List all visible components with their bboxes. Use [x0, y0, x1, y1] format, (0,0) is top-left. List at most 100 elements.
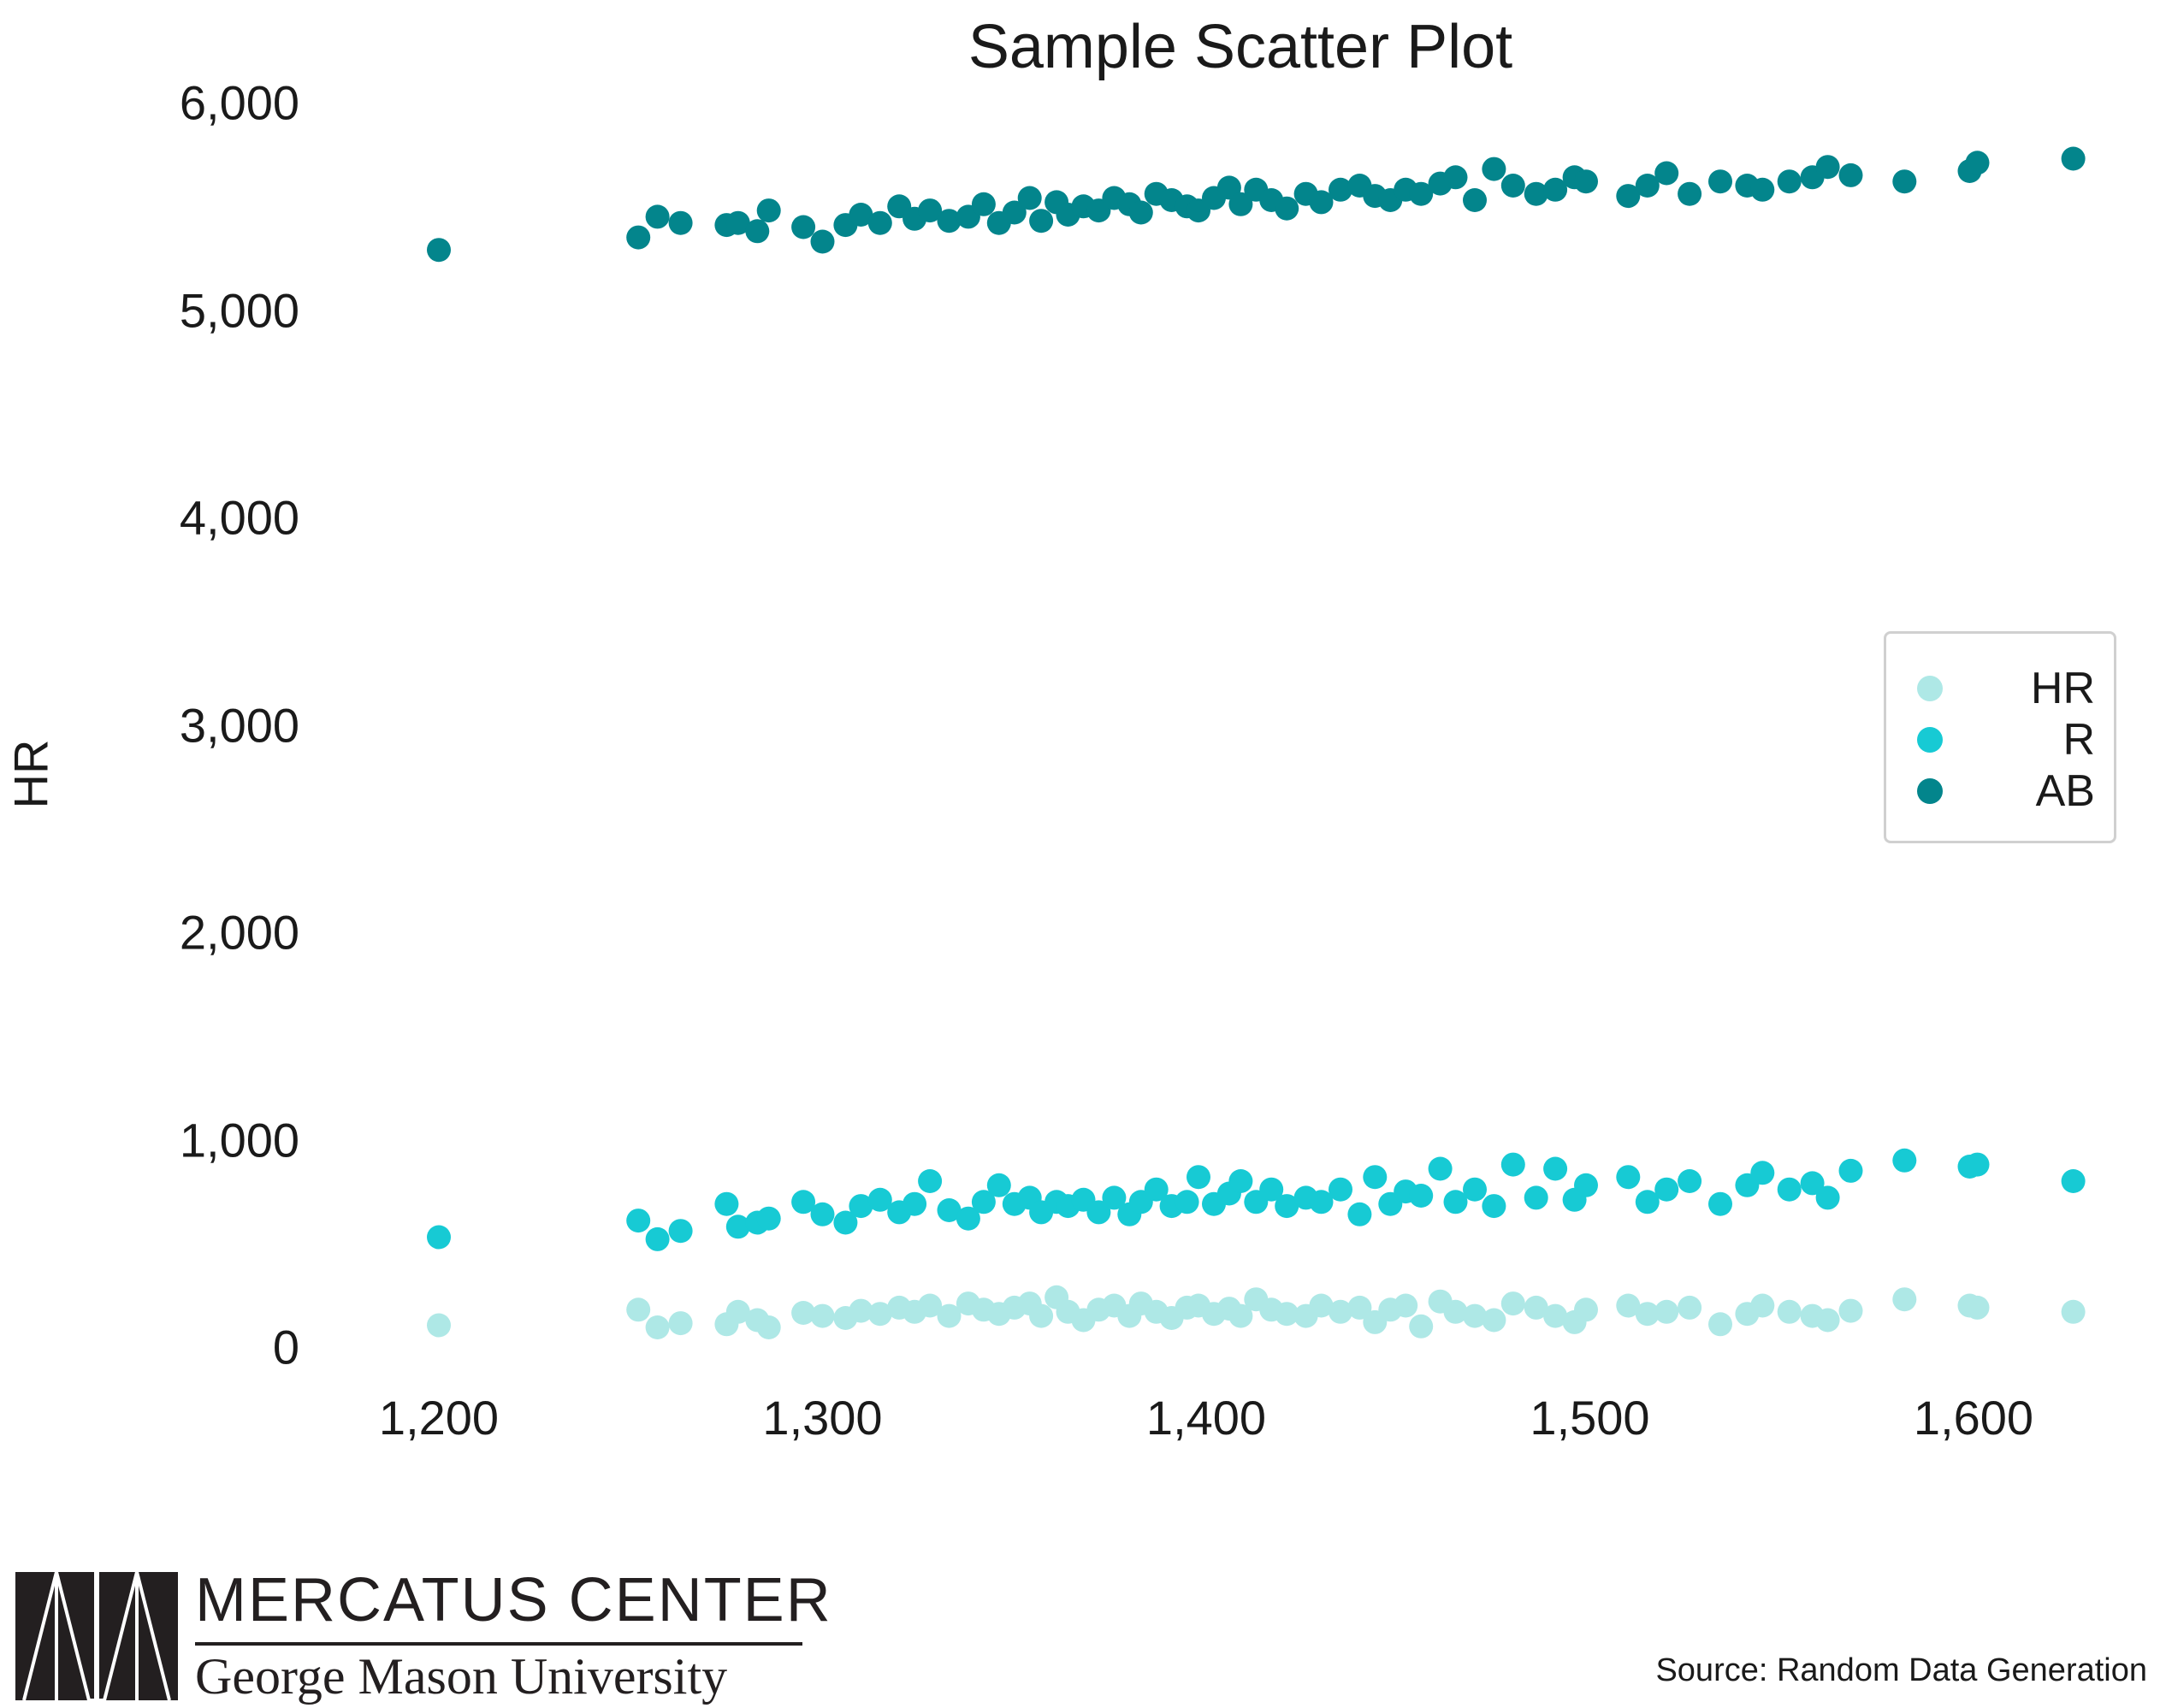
- point-hr: [1228, 1303, 1253, 1328]
- point-r: [833, 1210, 858, 1235]
- point-ab: [937, 209, 962, 233]
- point-hr: [1892, 1287, 1917, 1312]
- point-r: [1086, 1200, 1111, 1225]
- point-hr: [1678, 1295, 1702, 1320]
- point-r: [1800, 1171, 1825, 1196]
- point-hr: [1524, 1295, 1548, 1320]
- point-ab: [867, 210, 892, 235]
- point-r: [2061, 1169, 2086, 1193]
- point-hr: [1329, 1299, 1352, 1324]
- point-ab: [1128, 200, 1153, 225]
- point-hr: [937, 1303, 962, 1328]
- point-r: [956, 1206, 980, 1231]
- x-tick-label: 1,200: [378, 1391, 500, 1445]
- point-hr: [668, 1311, 693, 1336]
- point-ab: [756, 198, 781, 223]
- point-r: [1838, 1158, 1863, 1183]
- point-r: [1228, 1169, 1253, 1193]
- point-hr: [1815, 1308, 1840, 1333]
- point-r: [668, 1219, 693, 1244]
- legend-dot-r: [1917, 727, 1943, 753]
- point-ab: [725, 210, 750, 235]
- point-r: [1347, 1202, 1372, 1226]
- point-ab: [1482, 157, 1506, 181]
- point-r: [902, 1191, 927, 1216]
- point-ab: [1678, 181, 1702, 206]
- point-ab: [1002, 200, 1027, 225]
- point-ab: [1654, 161, 1679, 186]
- point-r: [1275, 1194, 1299, 1219]
- mercatus-logo-icon: [15, 1572, 178, 1700]
- point-hr: [1029, 1303, 1054, 1328]
- point-r: [1428, 1156, 1453, 1181]
- point-hr: [1777, 1299, 1802, 1324]
- point-r: [427, 1225, 451, 1250]
- point-r: [1708, 1191, 1732, 1216]
- point-hr: [1443, 1299, 1468, 1324]
- point-r: [971, 1190, 996, 1215]
- legend-dot-ab: [1917, 778, 1943, 804]
- point-r: [1616, 1165, 1641, 1190]
- point-ab: [1815, 155, 1840, 180]
- legend-item-ab: AB: [1886, 765, 2114, 817]
- point-r: [1815, 1185, 1840, 1210]
- point-r: [1678, 1169, 1702, 1193]
- point-ab: [1524, 181, 1548, 206]
- point-hr: [1543, 1303, 1568, 1328]
- point-ab: [626, 225, 651, 250]
- point-ab: [1635, 174, 1660, 198]
- legend-item-r: R: [1886, 714, 2114, 765]
- point-hr: [2061, 1299, 2086, 1324]
- point-r: [714, 1191, 739, 1216]
- point-hr: [1482, 1308, 1506, 1333]
- y-axis-label: HR: [3, 739, 58, 809]
- point-ab: [1275, 196, 1299, 221]
- point-ab: [1777, 169, 1802, 194]
- point-ab: [971, 192, 996, 216]
- point-r: [1892, 1148, 1917, 1173]
- point-hr: [1347, 1295, 1372, 1320]
- point-ab: [1708, 169, 1732, 194]
- point-hr: [1838, 1298, 1863, 1323]
- x-tick-label: 1,600: [1913, 1391, 2034, 1445]
- point-r: [1175, 1190, 1199, 1215]
- point-r: [937, 1198, 962, 1222]
- point-ab: [791, 215, 816, 239]
- point-hr: [645, 1315, 670, 1339]
- point-ab: [1750, 177, 1775, 202]
- point-r: [1309, 1190, 1334, 1215]
- logo-name: MERCATUS CENTER: [195, 1566, 832, 1634]
- point-ab: [918, 198, 943, 223]
- logo-divider: [195, 1642, 802, 1646]
- point-hr: [1965, 1295, 1990, 1320]
- point-r: [986, 1173, 1011, 1197]
- point-hr: [756, 1315, 781, 1339]
- point-hr: [725, 1299, 750, 1324]
- point-r: [1635, 1190, 1660, 1215]
- x-tick-label: 1,300: [762, 1391, 883, 1445]
- point-ab: [1892, 169, 1917, 194]
- point-ab: [1409, 181, 1434, 206]
- point-r: [1777, 1177, 1802, 1202]
- point-ab: [745, 219, 770, 244]
- y-tick-label: 6,000: [179, 75, 299, 130]
- legend-dot-hr: [1917, 676, 1943, 701]
- point-r: [791, 1190, 816, 1215]
- point-hr: [849, 1298, 873, 1323]
- point-r: [1463, 1177, 1487, 1202]
- point-r: [849, 1194, 873, 1219]
- point-r: [1443, 1190, 1468, 1215]
- point-r: [1187, 1165, 1210, 1190]
- y-tick-label: 4,000: [179, 490, 299, 545]
- point-hr: [1409, 1314, 1434, 1339]
- point-ab: [1443, 165, 1468, 190]
- point-ab: [1329, 177, 1352, 202]
- point-r: [1482, 1194, 1506, 1219]
- point-r: [1102, 1185, 1127, 1210]
- data-points: [427, 146, 2086, 1339]
- y-tick-label: 5,000: [179, 283, 299, 337]
- point-hr: [1500, 1291, 1525, 1316]
- point-ab: [1574, 169, 1598, 194]
- point-hr: [867, 1302, 892, 1327]
- point-r: [626, 1209, 651, 1233]
